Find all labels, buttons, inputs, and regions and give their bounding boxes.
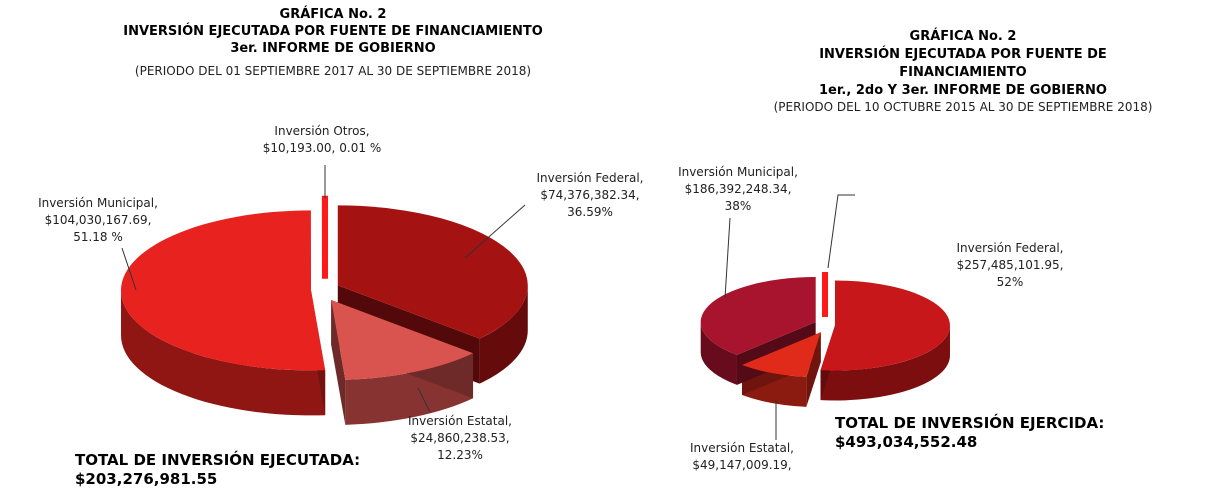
chart-title: INVERSIÓN EJECUTADA POR FUENTE DE <box>819 46 1107 62</box>
slice <box>121 210 326 371</box>
slice-amount: $24,860,238.53, <box>410 431 509 445</box>
leader-line <box>724 217 731 299</box>
slice-side <box>820 325 950 401</box>
slice-label: $10,193.00, 0.01 % <box>263 141 381 155</box>
slice-side <box>700 322 737 385</box>
slice-amount: $186,392,248.34, <box>685 182 792 196</box>
total-label: TOTAL DE INVERSIÓN EJERCIDA: <box>835 413 1104 432</box>
slice-amount: $74,376,382.34, <box>540 188 639 202</box>
leader-line <box>827 194 855 269</box>
slice-amount: $257,485,101.95, <box>957 258 1064 272</box>
pie-chart: GRÁFICA No. 2 INVERSIÓN EJECUTADA POR FUE… <box>678 28 1152 472</box>
chart-title: FINANCIAMIENTO <box>899 65 1026 80</box>
pie-tops <box>700 272 950 377</box>
chart-title: GRÁFICA No. 2 <box>280 6 387 22</box>
total-label: TOTAL DE INVERSIÓN EJECUTADA: <box>75 450 360 469</box>
slice-label: Inversión Estatal, <box>690 441 794 455</box>
pie-tops <box>121 195 528 380</box>
leader-line <box>464 204 526 259</box>
slice <box>331 300 474 380</box>
chart-title: 1er., 2do Y 3er. INFORME DE GOBIERNO <box>819 83 1107 98</box>
slice-label: Inversión Otros, <box>274 124 369 138</box>
slice <box>742 332 821 377</box>
slice-value: 38% <box>725 199 752 213</box>
chart-title: INVERSIÓN EJECUTADA POR FUENTE DE FINANC… <box>123 23 543 39</box>
slice-label: Inversión Federal, <box>537 171 644 185</box>
leader-line <box>121 247 137 291</box>
slice-side <box>121 290 326 416</box>
slice-value: 52% <box>997 275 1024 289</box>
slice-label: Inversión Municipal, <box>678 165 798 179</box>
total-value: $203,276,981.55 <box>75 470 217 488</box>
slice <box>820 280 950 371</box>
slice-amount: $10,193.00, <box>263 141 336 155</box>
slice-amount: $49,147,009.19, <box>692 458 791 472</box>
slice-value: 0.01 % <box>339 141 381 155</box>
slice-amount: $104,030,167.69, <box>45 213 152 227</box>
chart-title: GRÁFICA No. 2 <box>910 28 1017 44</box>
slice-side <box>479 285 528 384</box>
total-value: $493,034,552.48 <box>835 433 977 451</box>
slice-label: Inversión Federal, <box>957 241 1064 255</box>
slice-value: 12.23% <box>437 448 483 462</box>
slice-value: 36.59% <box>567 205 613 219</box>
chart-title: 3er. INFORME DE GOBIERNO <box>230 41 435 56</box>
chart-subtitle: (PERIODO DEL 10 OCTUBRE 2015 AL 30 DE SE… <box>774 100 1153 114</box>
slice-value: 51.18 % <box>73 230 123 244</box>
slice-label: Inversión Estatal, <box>408 414 512 428</box>
slice-cut <box>331 300 346 425</box>
slice <box>337 205 528 339</box>
slice-label: Inversión Municipal, <box>38 196 158 210</box>
leader-line <box>417 387 431 413</box>
chart-subtitle: (PERIODO DEL 01 SEPTIEMBRE 2017 AL 30 DE… <box>135 64 531 78</box>
slice <box>700 277 816 355</box>
